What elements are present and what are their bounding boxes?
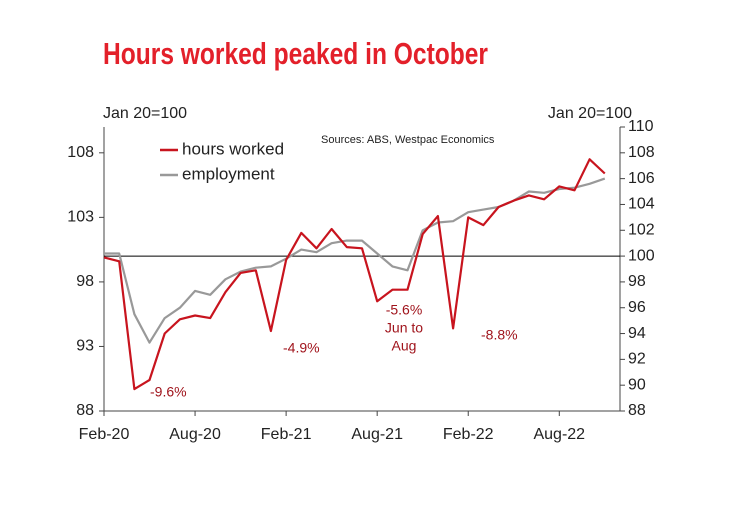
annotation: -8.8% bbox=[481, 327, 518, 343]
annotation: -4.9% bbox=[283, 340, 320, 356]
y-axis-label: Jan 20=100 bbox=[103, 105, 187, 122]
y-tick-label: 93 bbox=[76, 338, 94, 355]
x-tick-label: Feb-21 bbox=[261, 426, 312, 443]
y2-axis-label: Jan 20=100 bbox=[548, 105, 632, 122]
chart-title: Hours worked peaked in October bbox=[103, 36, 488, 71]
y-tick-label: 108 bbox=[67, 144, 94, 161]
x-tick-label: Aug-21 bbox=[351, 426, 403, 443]
y2-tick-label: 94 bbox=[628, 325, 646, 342]
y2-tick-label: 92 bbox=[628, 351, 646, 368]
y2-tick-label: 100 bbox=[628, 247, 655, 264]
y-tick-label: 98 bbox=[76, 273, 94, 290]
annotation: -5.6% bbox=[386, 302, 423, 318]
y-tick-label: 103 bbox=[67, 209, 94, 226]
annotation: Jun to bbox=[385, 320, 423, 336]
annotation: Aug bbox=[392, 338, 417, 354]
legend-label: employment bbox=[182, 164, 275, 183]
y2-tick-label: 90 bbox=[628, 376, 646, 393]
source: Sources: ABS, Westpac Economics bbox=[321, 134, 495, 146]
y2-tick-label: 110 bbox=[628, 118, 654, 135]
y2-tick-label: 96 bbox=[628, 299, 646, 316]
y2-tick-label: 88 bbox=[628, 402, 646, 419]
annotation: -9.6% bbox=[150, 384, 187, 400]
x-tick-label: Feb-22 bbox=[443, 426, 494, 443]
series-line bbox=[104, 177, 606, 344]
y2-tick-label: 104 bbox=[628, 196, 655, 213]
y2-tick-label: 106 bbox=[628, 170, 655, 187]
legend-label: hours worked bbox=[182, 139, 284, 158]
x-tick-label: Aug-20 bbox=[169, 426, 221, 443]
series-line bbox=[103, 158, 606, 391]
x-tick-label: Feb-20 bbox=[79, 426, 130, 443]
y2-tick-label: 102 bbox=[628, 221, 655, 238]
y2-tick-label: 98 bbox=[628, 273, 646, 290]
y-tick-label: 88 bbox=[76, 402, 94, 419]
y2-tick-label: 108 bbox=[628, 144, 655, 161]
x-tick-label: Aug-22 bbox=[533, 426, 585, 443]
